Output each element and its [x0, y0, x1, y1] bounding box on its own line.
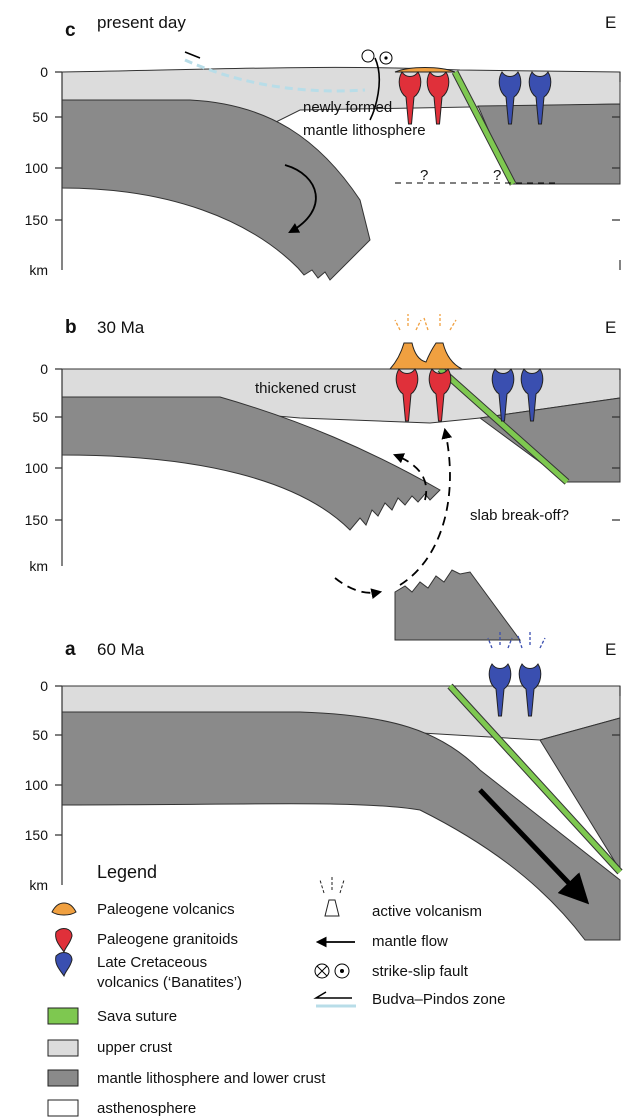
depth-label: km — [29, 877, 48, 893]
annotation: mantle lithosphere — [303, 122, 426, 139]
detached-slab — [395, 570, 520, 640]
legend-icon — [48, 1040, 78, 1056]
depth-label: 150 — [25, 212, 49, 228]
depth-label: 100 — [25, 460, 49, 476]
panel-title: 60 Ma — [97, 640, 145, 659]
mantle-flow-arrow — [335, 578, 380, 593]
depth-label: km — [29, 558, 48, 574]
diagram: c present day E newly formed mantle lith… — [0, 0, 633, 1119]
budva-pindos — [185, 52, 200, 58]
legend: Legend Paleogene volcanics Paleogene gra… — [48, 862, 505, 1117]
legend-item: Paleogene volcanics — [97, 901, 235, 918]
legend-icon — [48, 1100, 78, 1116]
depth-label: 0 — [40, 678, 48, 694]
fault-symbol — [362, 50, 374, 62]
symbol-icon — [316, 992, 352, 998]
east-label: E — [605, 318, 616, 337]
panel-c: c present day E newly formed mantle lith… — [25, 13, 620, 280]
annotation: newly formed — [303, 99, 392, 116]
legend-item: Paleogene granitoids — [97, 931, 238, 948]
east-label: E — [605, 640, 616, 659]
legend-item: Late Cretaceous — [97, 954, 207, 971]
legend-icon — [48, 1008, 78, 1024]
legend-icon — [56, 929, 72, 952]
annotation: ? — [420, 167, 428, 184]
volcanics — [390, 343, 462, 369]
annotation: slab break-off? — [470, 507, 569, 524]
volcanism — [395, 314, 456, 330]
legend-title: Legend — [97, 862, 157, 882]
depth-label: 0 — [40, 64, 48, 80]
legend-item: upper crust — [97, 1039, 173, 1056]
panel-title: present day — [97, 13, 186, 32]
mantle-flow-arrow — [400, 430, 450, 585]
annotation: ? — [493, 167, 501, 184]
legend-icon — [52, 903, 76, 915]
legend-item: volcanics (‘Banatites’) — [97, 974, 242, 991]
depth-label: 50 — [32, 409, 48, 425]
symbol-item: active volcanism — [372, 903, 482, 920]
depth-label: 50 — [32, 109, 48, 125]
depth-label: 100 — [25, 160, 49, 176]
panel-label: a — [65, 639, 76, 660]
depth-label: 150 — [25, 512, 49, 528]
legend-item: Sava suture — [97, 1008, 177, 1025]
symbol-icon — [340, 969, 344, 973]
depth-label: 0 — [40, 361, 48, 377]
symbol-item: mantle flow — [372, 933, 448, 950]
panel-label: b — [65, 317, 77, 338]
depth-label: km — [29, 262, 48, 278]
panel-b: b 30 Ma E thickened crust slab break-off… — [25, 314, 620, 640]
panel-title: 30 Ma — [97, 318, 145, 337]
depth-label: 50 — [32, 727, 48, 743]
annotation: thickened crust — [255, 380, 357, 397]
east-label: E — [605, 13, 616, 32]
legend-item: mantle lithosphere and lower crust — [97, 1070, 326, 1087]
legend-icon — [56, 953, 72, 976]
symbol-item: strike-slip fault — [372, 963, 469, 980]
panel-label: c — [65, 20, 76, 41]
legend-icon — [48, 1070, 78, 1086]
legend-item: asthenosphere — [97, 1100, 196, 1117]
depth-label: 150 — [25, 827, 49, 843]
symbol-icon — [320, 876, 344, 893]
panel-a: a 60 Ma E 0 50 100 150 km — [25, 632, 620, 940]
symbol-icon — [325, 900, 339, 916]
symbol-item: Budva–Pindos zone — [372, 991, 505, 1008]
fault-symbol — [384, 56, 387, 59]
depth-label: 100 — [25, 777, 49, 793]
